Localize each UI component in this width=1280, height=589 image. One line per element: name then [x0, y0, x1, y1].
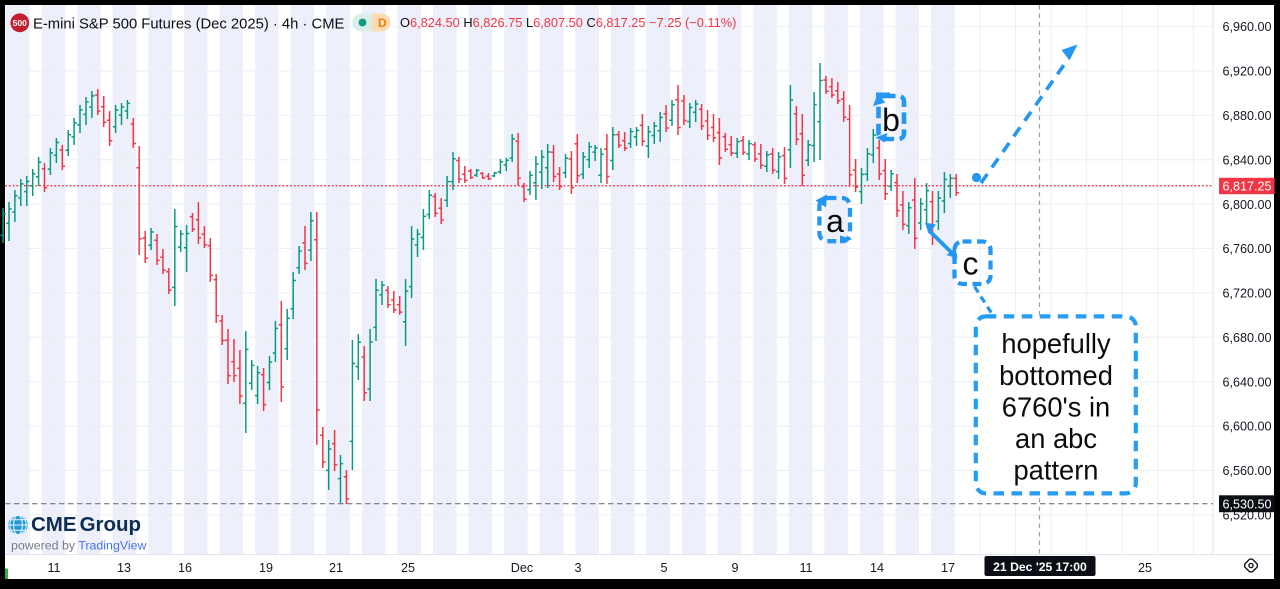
svg-text:9: 9	[731, 561, 738, 575]
svg-text:c: c	[963, 246, 979, 282]
svg-text:6,880.00: 6,880.00	[1222, 109, 1271, 123]
svg-text:6,530.50: 6,530.50	[1222, 497, 1271, 511]
svg-text:6,680.00: 6,680.00	[1222, 331, 1271, 345]
svg-text:6,817.25: 6,817.25	[1222, 180, 1271, 194]
svg-text:6,960.00: 6,960.00	[1222, 20, 1271, 34]
svg-text:a: a	[826, 203, 844, 239]
svg-text:500: 500	[13, 18, 28, 28]
svg-text:E-mini S&P 500 Futures (Dec 20: E-mini S&P 500 Futures (Dec 2025) · 4h ·…	[33, 17, 345, 33]
svg-text:b: b	[882, 102, 900, 138]
svg-text:6,760.00: 6,760.00	[1222, 242, 1271, 256]
svg-text:17: 17	[941, 561, 955, 575]
svg-text:6,800.00: 6,800.00	[1222, 198, 1271, 212]
svg-text:powered by TradingView: powered by TradingView	[11, 539, 147, 553]
svg-text:13: 13	[117, 561, 131, 575]
svg-text:6,600.00: 6,600.00	[1222, 420, 1271, 434]
svg-text:6,640.00: 6,640.00	[1222, 375, 1271, 389]
svg-text:11: 11	[799, 561, 812, 575]
svg-text:19: 19	[259, 561, 273, 575]
svg-text:3: 3	[574, 561, 581, 575]
svg-text:6,720.00: 6,720.00	[1222, 287, 1271, 301]
svg-text:Dec: Dec	[511, 561, 533, 575]
svg-text:hopefully: hopefully	[1001, 328, 1111, 359]
svg-text:5: 5	[660, 561, 667, 575]
svg-text:O6,824.50 H6,826.75 L6,807.50: O6,824.50 H6,826.75 L6,807.50 C6,817.25 …	[400, 15, 736, 30]
svg-text:21: 21	[329, 561, 343, 575]
svg-text:an abc: an abc	[1015, 423, 1097, 454]
svg-text:6760's in: 6760's in	[1002, 392, 1110, 423]
svg-text:bottomed: bottomed	[999, 360, 1113, 391]
svg-text:25: 25	[401, 561, 415, 575]
svg-text:16: 16	[178, 561, 192, 575]
svg-text:D: D	[378, 16, 387, 30]
svg-text:6,920.00: 6,920.00	[1222, 65, 1271, 79]
svg-text:21 Dec '25 17:00: 21 Dec '25 17:00	[993, 560, 1087, 574]
svg-text:pattern: pattern	[1014, 455, 1099, 486]
svg-text:14: 14	[870, 561, 884, 575]
svg-text:11: 11	[47, 561, 60, 575]
svg-text:25: 25	[1138, 561, 1152, 575]
svg-text:6,560.00: 6,560.00	[1222, 464, 1271, 478]
svg-text:6,840.00: 6,840.00	[1222, 153, 1271, 167]
